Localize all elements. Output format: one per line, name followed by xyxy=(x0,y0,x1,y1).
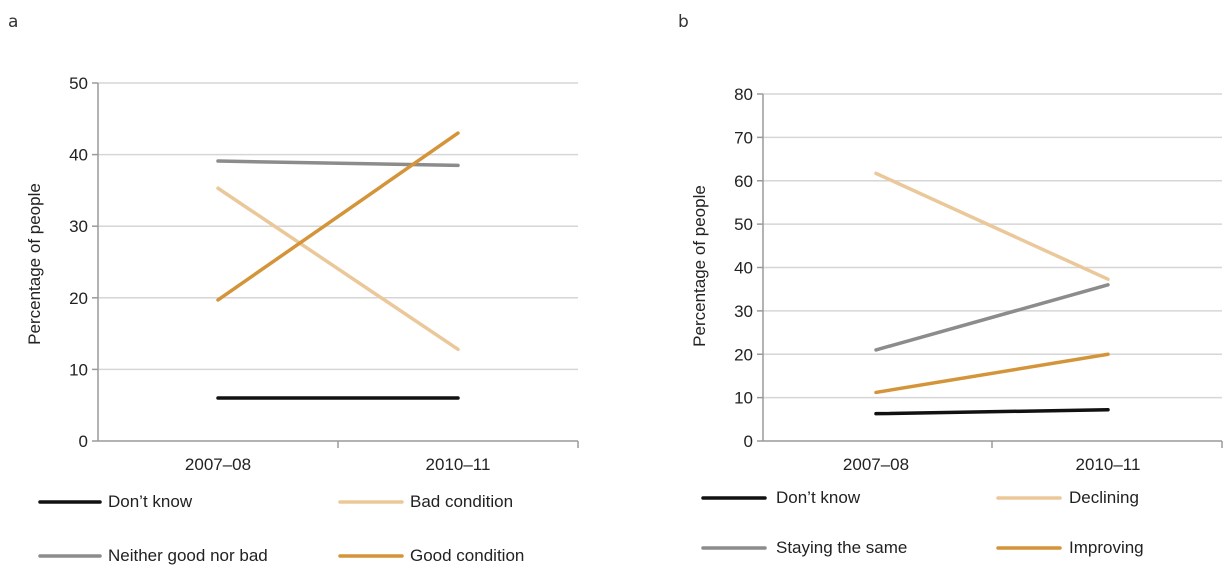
chart-a-legend-label-don-t-know: Don’t know xyxy=(108,492,193,511)
chart-a-y-tick-label: 10 xyxy=(69,360,88,379)
chart-b-y-tick-label: 10 xyxy=(734,389,753,408)
panel-b-label: b xyxy=(678,12,689,32)
chart-b-y-tick-label: 50 xyxy=(734,215,753,234)
chart-b-legend-label-improving: Improving xyxy=(1069,538,1144,557)
chart-b-legend-label-staying-the-same: Staying the same xyxy=(776,538,907,557)
chart-b-y-tick-label: 20 xyxy=(734,345,753,364)
chart-b-y-tick-label: 40 xyxy=(734,259,753,278)
chart-a-y-tick-label: 40 xyxy=(69,146,88,165)
chart-b-y-tick-label: 0 xyxy=(744,432,753,451)
panel-a-label: a xyxy=(8,12,19,32)
chart-b-series-don-t-know-line xyxy=(874,408,1110,416)
chart-b-series-staying-the-same-line xyxy=(874,283,1110,352)
chart-a-y-tick-label: 30 xyxy=(69,217,88,236)
chart-a-x-tick-label: 2007–08 xyxy=(185,455,251,474)
chart-a-series-bad-condition-line xyxy=(216,186,460,352)
chart-a-y-axis-label: Percentage of people xyxy=(25,183,44,345)
chart-b-y-tick-label: 30 xyxy=(734,302,753,321)
chart-a-legend-label-bad-condition: Bad condition xyxy=(410,492,513,511)
chart-a-y-tick-label: 50 xyxy=(69,74,88,93)
chart-b-y-axis-label: Percentage of people xyxy=(690,185,709,347)
chart-b-y-tick-label: 70 xyxy=(734,128,753,147)
chart-a-legend-label-good-condition: Good condition xyxy=(410,546,524,565)
chart-b-series-improving-line xyxy=(874,352,1110,395)
chart-b-legend-label-don-t-know: Don’t know xyxy=(776,488,861,507)
chart-a-legend-label-neither-good-nor-bad: Neither good nor bad xyxy=(108,546,268,565)
chart-b-y-tick-label: 60 xyxy=(734,172,753,191)
chart-b-series-declining-line xyxy=(874,171,1110,281)
chart-b-y-tick-label: 80 xyxy=(734,85,753,104)
chart-a-series-good-condition-line xyxy=(216,131,460,302)
chart-a-y-tick-label: 0 xyxy=(79,432,88,451)
chart-b-legend-label-declining: Declining xyxy=(1069,488,1139,507)
chart-b-x-tick-label: 2007–08 xyxy=(843,455,909,474)
chart-a-x-tick-label: 2010–11 xyxy=(426,455,491,474)
chart-b-x-tick-label: 2010–11 xyxy=(1076,455,1141,474)
chart-a-y-tick-label: 20 xyxy=(69,289,88,308)
chart-a-series-neither-good-nor-bad-line xyxy=(216,159,460,168)
